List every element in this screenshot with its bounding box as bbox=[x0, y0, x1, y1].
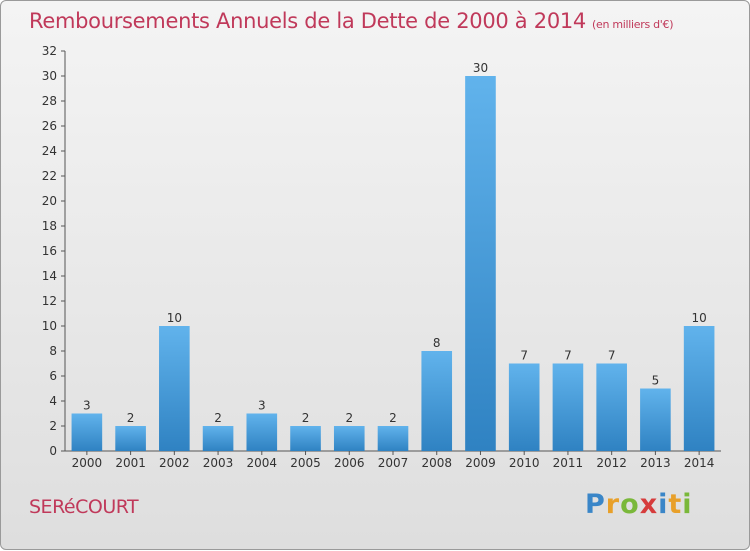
bar bbox=[202, 426, 234, 451]
x-tick-label: 2005 bbox=[290, 456, 321, 470]
y-tick-label: 28 bbox=[42, 94, 57, 108]
bar bbox=[508, 363, 540, 451]
logo-letter: r bbox=[605, 489, 621, 520]
y-tick-label: 8 bbox=[49, 344, 57, 358]
bar bbox=[71, 413, 103, 451]
y-tick-label: 20 bbox=[42, 194, 57, 208]
y-tick-label: 10 bbox=[42, 319, 57, 333]
y-tick-label: 22 bbox=[42, 169, 57, 183]
bar bbox=[115, 426, 146, 451]
proxiti-logo: Proxiti bbox=[585, 489, 693, 520]
bar-value-label: 3 bbox=[83, 399, 91, 413]
x-tick-label: 2009 bbox=[465, 456, 496, 470]
bar bbox=[683, 326, 715, 451]
y-tick-label: 18 bbox=[42, 219, 57, 233]
bar-value-label: 7 bbox=[564, 349, 572, 363]
x-tick-label: 2011 bbox=[553, 456, 584, 470]
x-tick-label: 2004 bbox=[247, 456, 278, 470]
bar-value-label: 30 bbox=[473, 61, 488, 75]
y-tick-label: 16 bbox=[42, 244, 57, 258]
bar bbox=[552, 363, 584, 451]
bar-value-label: 10 bbox=[167, 311, 182, 325]
chart-title-text: Remboursements Annuels de la Dette de 20… bbox=[29, 9, 586, 33]
chart-unit: (en milliers d'€) bbox=[592, 18, 674, 31]
bar-value-label: 7 bbox=[608, 349, 616, 363]
bar bbox=[377, 426, 409, 451]
bar-value-label: 7 bbox=[520, 349, 528, 363]
y-tick-label: 4 bbox=[49, 394, 57, 408]
bar-value-label: 2 bbox=[389, 411, 397, 425]
y-tick-label: 14 bbox=[42, 269, 57, 283]
x-tick-label: 2002 bbox=[159, 456, 190, 470]
bar-value-label: 2 bbox=[214, 411, 222, 425]
logo-letter: i bbox=[658, 489, 669, 520]
y-tick-label: 0 bbox=[49, 444, 57, 458]
y-tick-label: 30 bbox=[42, 69, 57, 83]
bar bbox=[290, 426, 321, 451]
bar-value-label: 10 bbox=[691, 311, 706, 325]
x-tick-label: 2006 bbox=[334, 456, 365, 470]
y-tick-label: 26 bbox=[42, 119, 57, 133]
bar-value-label: 2 bbox=[127, 411, 135, 425]
x-tick-label: 2012 bbox=[596, 456, 627, 470]
bar-value-label: 5 bbox=[652, 374, 660, 388]
logo-letter: P bbox=[585, 489, 606, 520]
bar-value-label: 3 bbox=[258, 399, 266, 413]
y-tick-label: 12 bbox=[42, 294, 57, 308]
y-tick-label: 6 bbox=[49, 369, 57, 383]
y-tick-label: 24 bbox=[42, 144, 57, 158]
commune-name: SERéCOURT bbox=[29, 496, 139, 518]
bar-value-label: 2 bbox=[302, 411, 310, 425]
x-tick-label: 2007 bbox=[378, 456, 409, 470]
logo-letter: t bbox=[668, 489, 683, 520]
y-tick-label: 32 bbox=[42, 44, 57, 58]
bar bbox=[333, 426, 365, 451]
x-tick-label: 2008 bbox=[421, 456, 452, 470]
logo-letter: x bbox=[639, 489, 659, 520]
x-tick-label: 2013 bbox=[640, 456, 671, 470]
x-tick-label: 2000 bbox=[72, 456, 103, 470]
x-tick-label: 2010 bbox=[509, 456, 540, 470]
bar bbox=[640, 388, 671, 451]
bar-value-label: 8 bbox=[433, 336, 441, 350]
bar bbox=[246, 413, 278, 451]
x-tick-label: 2001 bbox=[115, 456, 146, 470]
logo-letter: o bbox=[620, 489, 640, 520]
bar bbox=[421, 351, 453, 451]
chart-title: Remboursements Annuels de la Dette de 20… bbox=[29, 9, 673, 33]
x-tick-label: 2003 bbox=[203, 456, 234, 470]
bar bbox=[596, 363, 627, 451]
bar-value-label: 2 bbox=[345, 411, 353, 425]
bar bbox=[159, 326, 190, 451]
logo-letter: i bbox=[682, 489, 693, 520]
bar bbox=[465, 76, 496, 451]
x-tick-label: 2014 bbox=[684, 456, 715, 470]
y-tick-label: 2 bbox=[49, 419, 57, 433]
